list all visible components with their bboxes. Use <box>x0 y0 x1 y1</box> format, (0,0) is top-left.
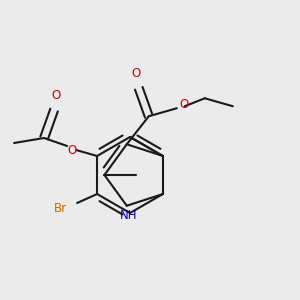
Text: NH: NH <box>120 209 137 222</box>
Text: Br: Br <box>54 202 67 214</box>
Text: O: O <box>68 143 77 157</box>
Text: O: O <box>180 98 189 111</box>
Text: O: O <box>131 67 140 80</box>
Text: O: O <box>52 89 61 102</box>
